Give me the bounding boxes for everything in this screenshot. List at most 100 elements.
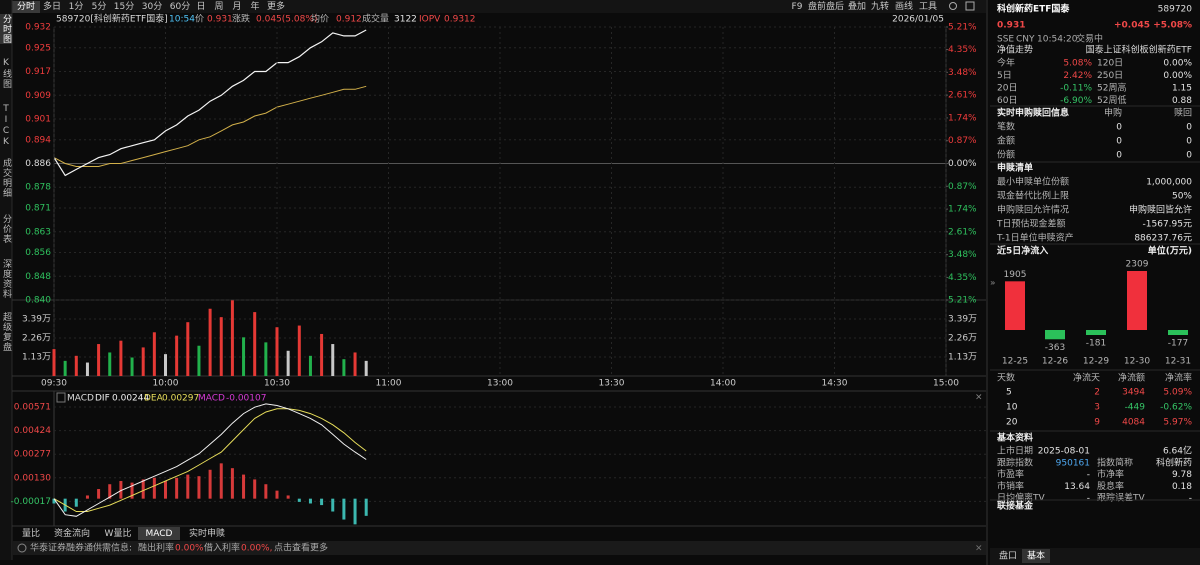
- volume-bar: [230, 300, 234, 376]
- last-price: 0.931: [997, 21, 1025, 31]
- row-label: 52周低: [1097, 94, 1126, 106]
- macd-bar: [364, 498, 368, 516]
- panel-tab[interactable]: 基本: [1027, 550, 1045, 562]
- volume-bar: [141, 347, 145, 376]
- close-icon[interactable]: ×: [975, 393, 983, 403]
- table-cell: 3: [1094, 403, 1100, 413]
- tool-button[interactable]: 画线: [895, 0, 913, 12]
- y2-tick-label: 0.00%: [948, 159, 977, 169]
- sidebar-item[interactable]: TICK: [1, 104, 11, 148]
- macd-bar: [130, 482, 134, 499]
- y-tick-label: 0.871: [25, 204, 51, 214]
- row-label: 份额: [997, 149, 1015, 161]
- price-label: 价: [195, 14, 204, 25]
- macd-bar: [141, 479, 145, 499]
- table-cell: 9: [1094, 418, 1100, 428]
- period-button[interactable]: 30分: [142, 1, 162, 12]
- notice-link[interactable]: 点击查看更多: [274, 542, 328, 554]
- table-cell: -0.62%: [1160, 403, 1192, 413]
- notice-label: 融出利率: [138, 542, 174, 554]
- table-cell: 2: [1094, 388, 1100, 398]
- y-tick-label: 0.878: [25, 183, 51, 193]
- period-button[interactable]: 1分: [69, 1, 84, 12]
- sidebar-item[interactable]: 成交明细: [1, 158, 11, 198]
- bottom-tab[interactable]: 量比: [22, 527, 40, 539]
- y2-tick-label: 2.61%: [948, 227, 977, 237]
- sidebar-item[interactable]: 超级复盘: [1, 312, 11, 352]
- row-value: 950161: [1056, 458, 1090, 468]
- period-button[interactable]: 15分: [114, 1, 134, 12]
- active-period-bg: [12, 1, 40, 13]
- row-label: 日均偏离TV: [997, 492, 1045, 504]
- notice-value: 0.00%: [175, 544, 204, 554]
- row-label: 跟踪指数: [997, 456, 1033, 468]
- x-tick-label: 13:00: [487, 379, 513, 389]
- period-button[interactable]: 60分: [170, 1, 190, 12]
- macd-bar: [286, 495, 290, 499]
- volume-bar: [353, 352, 357, 376]
- tool-button[interactable]: 九转: [871, 0, 889, 12]
- y-tick-label: 0.00130: [14, 473, 51, 483]
- macd-bar: [308, 498, 312, 504]
- period-button[interactable]: 年: [250, 0, 259, 12]
- macd-bar: [186, 474, 190, 499]
- market: SSE: [997, 35, 1014, 45]
- table-cell: 5: [1006, 388, 1012, 398]
- flow-bar: [1005, 281, 1025, 330]
- bottom-tab[interactable]: 资金流向: [54, 527, 90, 539]
- window-icon[interactable]: [965, 1, 975, 11]
- bottom-tab[interactable]: MACD: [146, 529, 173, 539]
- change-label: 涨跌: [232, 14, 250, 25]
- panel-tab[interactable]: 盘口: [999, 550, 1017, 562]
- period-button[interactable]: 周: [214, 1, 223, 12]
- tool-button[interactable]: 盘前盘后: [808, 0, 844, 12]
- row-value: -0.11%: [1060, 84, 1092, 94]
- period-button[interactable]: 5分: [92, 1, 107, 12]
- volume-label: 成交量: [362, 13, 389, 25]
- price-change: +0.045: [1114, 21, 1150, 31]
- tool-button[interactable]: 叠加: [848, 1, 866, 12]
- notice-close[interactable]: ×: [975, 544, 983, 554]
- y2-tick-label: 2.26万: [948, 334, 977, 344]
- sidebar-item[interactable]: K线图: [1, 58, 11, 89]
- period-button[interactable]: 月: [232, 1, 241, 12]
- period-button[interactable]: 日: [196, 1, 205, 12]
- period-button[interactable]: 更多: [267, 0, 285, 12]
- row-value: 9.78: [1172, 470, 1192, 480]
- macd-bar: [74, 498, 78, 507]
- legend-value: 0.00244: [112, 394, 149, 404]
- bottom-tab[interactable]: 实时申赎: [189, 527, 225, 539]
- x-tick-label: 12-31: [1165, 357, 1191, 367]
- y-tick-label: 0.932: [25, 23, 51, 33]
- period-button[interactable]: 分时: [17, 0, 35, 12]
- bottom-tab[interactable]: W量比: [105, 527, 132, 539]
- section-title: 申赎清单: [997, 162, 1033, 174]
- macd-bar: [264, 484, 268, 499]
- row-label: 股息率: [1097, 480, 1124, 492]
- x-tick-label: 12-26: [1042, 357, 1068, 367]
- y-tick-label: 0.894: [25, 135, 51, 145]
- row-label: T-1日单位申赎资产: [996, 232, 1074, 244]
- help-icon[interactable]: [56, 392, 66, 403]
- avg-price-line: [53, 85, 367, 167]
- column-header: 净流天: [1073, 372, 1100, 384]
- period-button[interactable]: 多日: [43, 0, 61, 12]
- volume-bar: [74, 355, 78, 376]
- sidebar-item[interactable]: 分价表: [1, 214, 11, 244]
- settings-icon[interactable]: [949, 2, 957, 10]
- row-label: 52周高: [1097, 82, 1126, 94]
- row-value: -: [1087, 494, 1090, 504]
- collapse-arrow[interactable]: »: [990, 279, 996, 289]
- table-cell: -449: [1125, 403, 1146, 413]
- tool-button[interactable]: 工具: [919, 1, 937, 12]
- tool-button[interactable]: F9: [792, 2, 803, 12]
- macd-bar: [52, 498, 56, 504]
- y2-tick-label: 4.35%: [948, 45, 977, 55]
- x-tick-label: 15:00: [933, 379, 959, 389]
- row-value: 50%: [1172, 192, 1192, 202]
- volume-bar: [97, 344, 101, 376]
- sidebar-item[interactable]: 分时图: [0, 14, 12, 44]
- sidebar-item[interactable]: 深度资料: [1, 259, 11, 299]
- price-value: 0.931: [207, 15, 233, 25]
- y-tick-label: 0.925: [25, 43, 51, 53]
